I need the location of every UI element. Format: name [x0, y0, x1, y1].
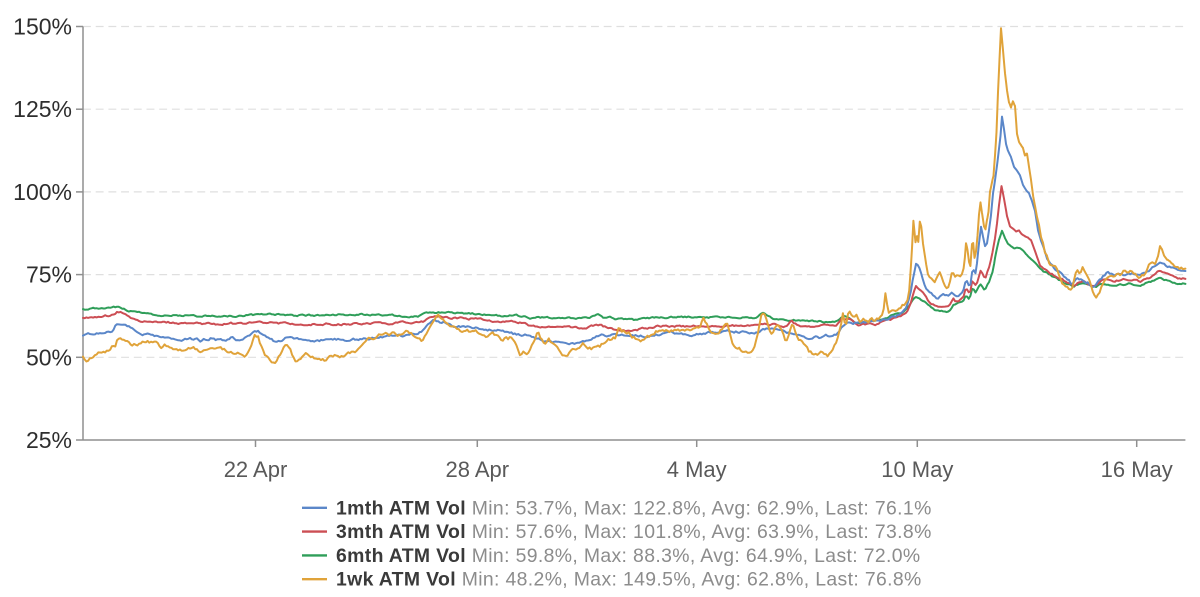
svg-text:6mth ATM Vol Min: 59.8%, Max:: 6mth ATM Vol Min: 59.8%, Max: 88.3%, Avg… — [336, 545, 921, 567]
svg-text:1mth ATM Vol Min: 53.7%, Max:: 1mth ATM Vol Min: 53.7%, Max: 122.8%, Av… — [336, 497, 932, 519]
svg-text:10 May: 10 May — [881, 457, 953, 482]
svg-text:150%: 150% — [13, 14, 72, 40]
svg-text:50%: 50% — [26, 344, 72, 370]
svg-text:28 Apr: 28 Apr — [445, 457, 509, 482]
svg-text:16 May: 16 May — [1101, 457, 1173, 482]
svg-text:100%: 100% — [13, 179, 72, 205]
svg-text:25%: 25% — [26, 427, 72, 453]
svg-text:4 May: 4 May — [667, 457, 727, 482]
svg-text:1wk ATM Vol Min: 48.2%, Max: 1: 1wk ATM Vol Min: 48.2%, Max: 149.5%, Avg… — [336, 569, 922, 591]
svg-text:3mth ATM Vol Min: 57.6%, Max:: 3mth ATM Vol Min: 57.6%, Max: 101.8%, Av… — [336, 521, 932, 543]
svg-text:75%: 75% — [26, 262, 72, 288]
svg-text:125%: 125% — [13, 96, 72, 122]
svg-text:22 Apr: 22 Apr — [224, 457, 288, 482]
